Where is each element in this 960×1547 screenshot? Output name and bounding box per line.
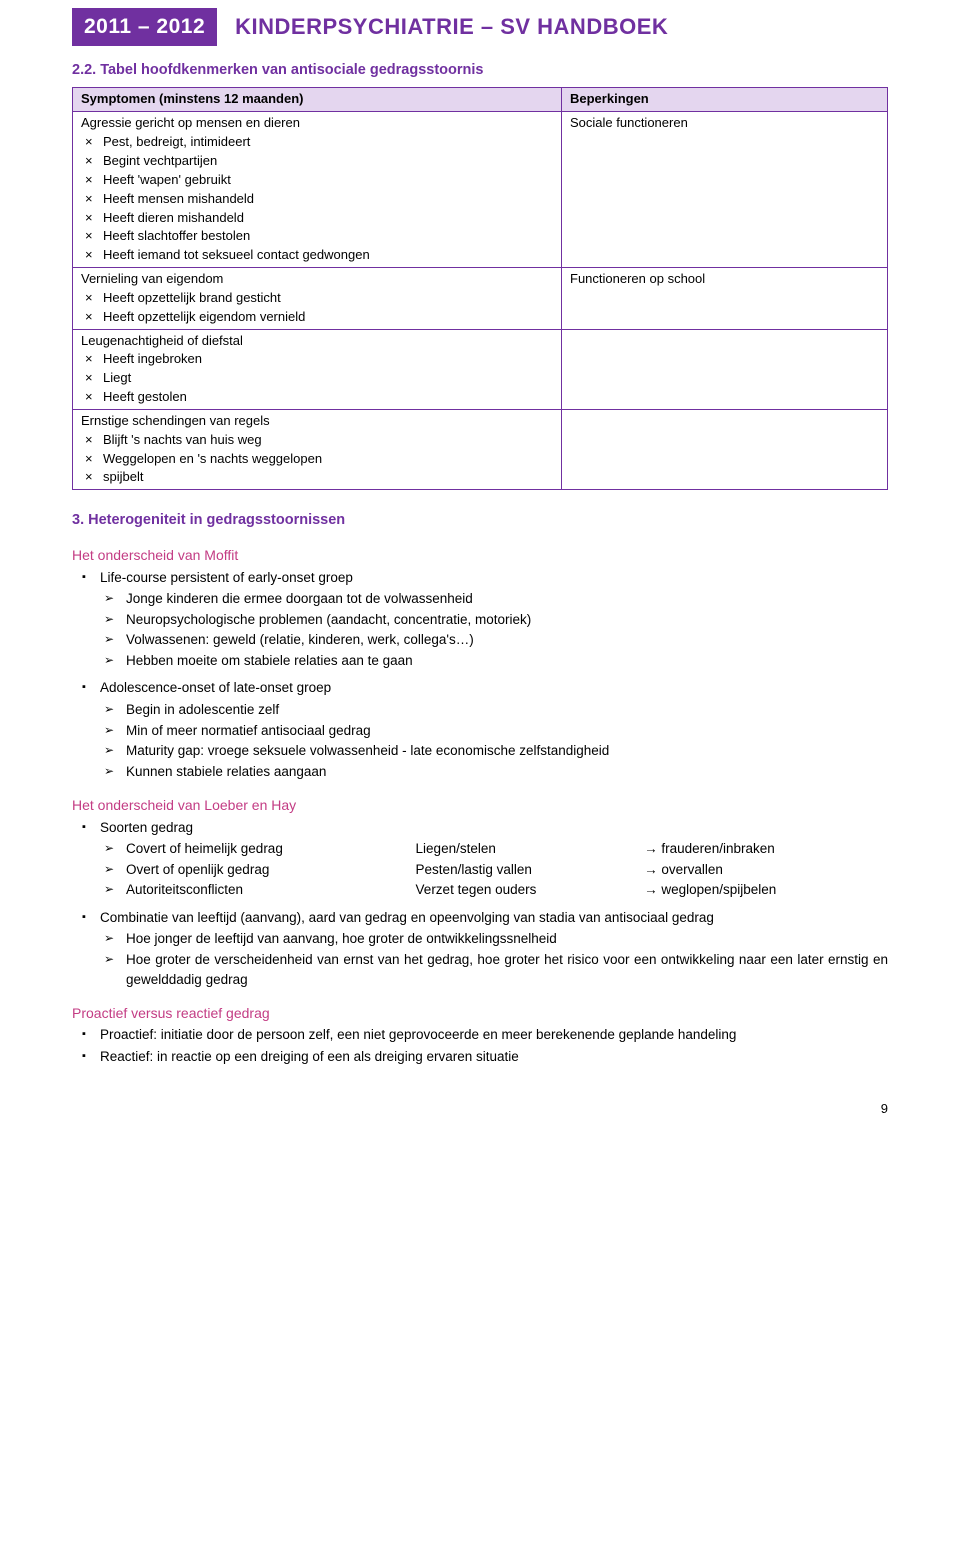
table-cell-left: Leugenachtigheid of diefstalHeeft ingebr… bbox=[73, 329, 562, 409]
moffit-item: Kunnen stabiele relaties aangaan bbox=[126, 762, 888, 782]
loeber-col2: Verzet tegen ouders bbox=[416, 880, 645, 900]
table-cell-left: Ernstige schendingen van regelsBlijft 's… bbox=[73, 409, 562, 489]
symptom-item: spijbelt bbox=[103, 468, 553, 487]
moffit-group-title: Life-course persistent of early-onset gr… bbox=[100, 570, 353, 585]
row-title: Vernieling van eigendom bbox=[81, 270, 553, 289]
moffit-item: Hebben moeite om stabiele relaties aan t… bbox=[126, 651, 888, 671]
moffit-group: Life-course persistent of early-onset gr… bbox=[100, 568, 888, 671]
row-title: Leugenachtigheid of diefstal bbox=[81, 332, 553, 351]
symptom-item: Begint vechtpartijen bbox=[103, 152, 553, 171]
symptom-item: Blijft 's nachts van huis weg bbox=[103, 431, 553, 450]
year-badge: 2011 – 2012 bbox=[72, 8, 217, 46]
combo-item: Hoe jonger de leeftijd van aanvang, hoe … bbox=[126, 929, 888, 949]
proactive-list: Proactief: initiatie door de persoon zel… bbox=[72, 1025, 888, 1066]
symptom-item: Heeft mensen mishandeld bbox=[103, 190, 553, 209]
loeber-col3: frauderen/inbraken bbox=[644, 839, 888, 859]
row-title: Ernstige schendingen van regels bbox=[81, 412, 553, 431]
moffit-item: Begin in adolescentie zelf bbox=[126, 700, 888, 720]
symptom-item: Weggelopen en 's nachts weggelopen bbox=[103, 450, 553, 469]
combo-item: Hoe groter de verscheidenheid van ernst … bbox=[126, 950, 888, 989]
symptom-item: Heeft 'wapen' gebruikt bbox=[103, 171, 553, 190]
combo-title: Combinatie van leeftijd (aanvang), aard … bbox=[100, 910, 714, 925]
symptom-item: Heeft opzettelijk eigendom vernield bbox=[103, 308, 553, 327]
moffit-item: Maturity gap: vroege seksuele volwassenh… bbox=[126, 741, 888, 761]
symptom-item: Heeft dieren mishandeld bbox=[103, 209, 553, 228]
loeber-rows: Covert of heimelijk gedragLiegen/stelenf… bbox=[100, 839, 888, 900]
loeber-col2: Liegen/stelen bbox=[416, 839, 645, 859]
moffit-item: Volwassenen: geweld (relatie, kinderen, … bbox=[126, 630, 888, 650]
section-3-title: 3. Heterogeniteit in gedragsstoornissen bbox=[72, 510, 888, 531]
combo-items: Hoe jonger de leeftijd van aanvang, hoe … bbox=[100, 929, 888, 989]
th-limitations: Beperkingen bbox=[562, 88, 888, 112]
proactive-item: Proactief: initiatie door de persoon zel… bbox=[100, 1025, 888, 1045]
loeber-row: Overt of openlijk gedragPesten/lastig va… bbox=[126, 860, 888, 880]
table-cell-right: Sociale functioneren bbox=[562, 112, 888, 268]
loeber-col2: Pesten/lastig vallen bbox=[416, 860, 645, 880]
proactive-item: Reactief: in reactie op een dreiging of … bbox=[100, 1047, 888, 1067]
symptom-item: Pest, bedreigt, intimideert bbox=[103, 133, 553, 152]
loeber-col3: weglopen/spijbelen bbox=[644, 880, 888, 900]
moffit-group-title: Adolescence-onset of late-onset groep bbox=[100, 680, 331, 695]
moffit-list: Life-course persistent of early-onset gr… bbox=[72, 568, 888, 782]
loeber-row: Covert of heimelijk gedragLiegen/stelenf… bbox=[126, 839, 888, 859]
symptom-item: Heeft gestolen bbox=[103, 388, 553, 407]
header-bar: 2011 – 2012 KINDERPSYCHIATRIE – SV HANDB… bbox=[0, 0, 960, 60]
proactive-heading: Proactief versus reactief gedrag bbox=[72, 1003, 888, 1023]
feature-table: Symptomen (minstens 12 maanden) Beperkin… bbox=[72, 87, 888, 490]
loeber-row: AutoriteitsconflictenVerzet tegen ouders… bbox=[126, 880, 888, 900]
row-title: Agressie gericht op mensen en dieren bbox=[81, 114, 553, 133]
symptom-item: Liegt bbox=[103, 369, 553, 388]
loeber-col1: Covert of heimelijk gedrag bbox=[126, 839, 416, 859]
table-cell-left: Agressie gericht op mensen en dierenPest… bbox=[73, 112, 562, 268]
moffit-item: Jonge kinderen die ermee doorgaan tot de… bbox=[126, 589, 888, 609]
loeber-block: Soorten gedrag Covert of heimelijk gedra… bbox=[72, 818, 888, 990]
header-title: KINDERPSYCHIATRIE – SV HANDBOEK bbox=[235, 11, 668, 43]
loeber-heading: Het onderscheid van Loeber en Hay bbox=[72, 795, 888, 815]
symptom-item: Heeft iemand tot seksueel contact gedwon… bbox=[103, 246, 553, 265]
th-symptoms: Symptomen (minstens 12 maanden) bbox=[73, 88, 562, 112]
section-2-2-title: 2.2. Tabel hoofdkenmerken van antisocial… bbox=[72, 60, 888, 81]
loeber-col1: Overt of openlijk gedrag bbox=[126, 860, 416, 880]
moffit-group: Adolescence-onset of late-onset groep Beg… bbox=[100, 678, 888, 781]
moffit-heading: Het onderscheid van Moffit bbox=[72, 545, 888, 565]
page-number: 9 bbox=[72, 1100, 888, 1119]
symptom-item: Heeft ingebroken bbox=[103, 350, 553, 369]
moffit-item: Min of meer normatief antisociaal gedrag bbox=[126, 721, 888, 741]
symptom-item: Heeft opzettelijk brand gesticht bbox=[103, 289, 553, 308]
loeber-intro: Soorten gedrag bbox=[100, 820, 193, 835]
loeber-col1: Autoriteitsconflicten bbox=[126, 880, 416, 900]
moffit-item: Neuropsychologische problemen (aandacht,… bbox=[126, 610, 888, 630]
symptom-item: Heeft slachtoffer bestolen bbox=[103, 227, 553, 246]
table-cell-right bbox=[562, 329, 888, 409]
page-body: 2.2. Tabel hoofdkenmerken van antisocial… bbox=[0, 60, 960, 1159]
table-cell-right: Functioneren op school bbox=[562, 268, 888, 330]
table-cell-right bbox=[562, 409, 888, 489]
loeber-col3: overvallen bbox=[644, 860, 888, 880]
table-cell-left: Vernieling van eigendomHeeft opzettelijk… bbox=[73, 268, 562, 330]
